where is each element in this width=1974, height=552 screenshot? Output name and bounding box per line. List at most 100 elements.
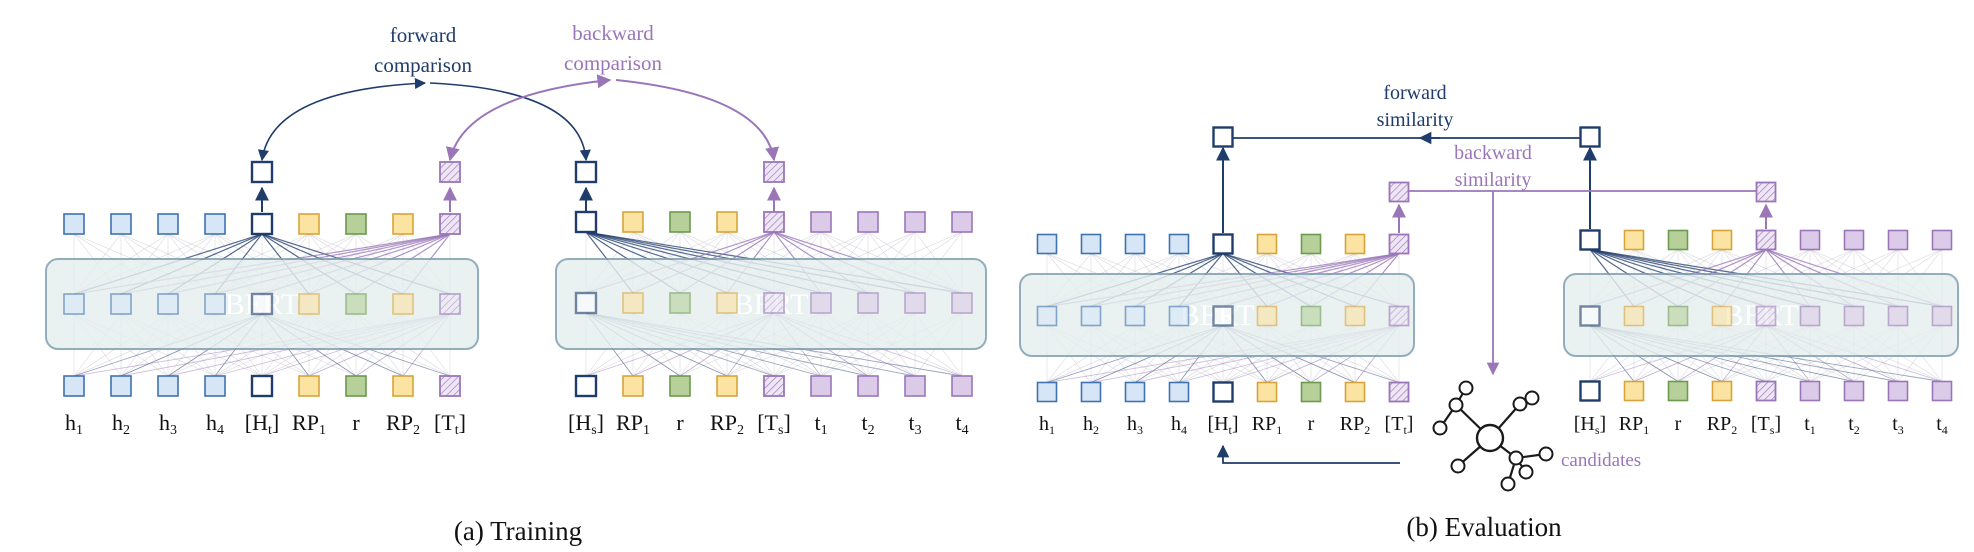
training-right-token-label: t4 bbox=[955, 410, 968, 438]
evaluation-pooled-vector bbox=[1755, 181, 1777, 203]
graph-node bbox=[1518, 464, 1534, 480]
evaluation-right-output-token-box bbox=[1755, 229, 1777, 251]
evaluation-left-output-token-box bbox=[1036, 233, 1058, 255]
training-left-output-token-box bbox=[392, 213, 414, 235]
training-right-input-token-box bbox=[574, 374, 598, 398]
evaluation-left-output-token-box bbox=[1124, 233, 1146, 255]
evaluation-left-token-label: RP2 bbox=[1340, 413, 1370, 437]
evaluation-left-hidden-token-box bbox=[1124, 305, 1146, 327]
evaluation-left-hidden-token-box bbox=[1388, 305, 1410, 327]
evaluation-right-output-token-box bbox=[1887, 229, 1909, 251]
evaluation-left-token-label: [Tt] bbox=[1385, 413, 1414, 437]
evaluation-left-token-label: RP1 bbox=[1252, 413, 1282, 437]
training-left-hidden-token-box bbox=[345, 293, 367, 315]
evaluation-pooled-vector bbox=[1579, 126, 1601, 148]
evaluation-right-output-token-box bbox=[1799, 229, 1821, 251]
evaluation-left-hidden-token-box bbox=[1212, 305, 1234, 327]
training-left-token-label: h3 bbox=[159, 410, 177, 438]
training-left-output-token-box bbox=[250, 212, 274, 236]
candidates-feedback-arrow bbox=[1216, 444, 1400, 464]
training-right-input-token-box bbox=[669, 375, 691, 397]
evaluation-right-hidden-token-box bbox=[1623, 305, 1645, 327]
training-left-output-token-box bbox=[345, 213, 367, 235]
evaluation-right-output-token-box bbox=[1711, 229, 1733, 251]
graph-node bbox=[1448, 397, 1464, 413]
evaluation-right-output-token-box bbox=[1931, 229, 1953, 251]
evaluation-right-hidden-token-box bbox=[1579, 305, 1601, 327]
training-left-hidden-token-box bbox=[157, 293, 179, 315]
evaluation-left-hidden-token-box bbox=[1168, 305, 1190, 327]
training-forward-label-2: comparison bbox=[374, 53, 472, 77]
training-right-input-token-box bbox=[763, 375, 785, 397]
evaluation-left-output-token-box bbox=[1080, 233, 1102, 255]
training-right-output-token-box bbox=[810, 211, 832, 233]
training-left-hidden-token-box bbox=[204, 293, 226, 315]
training-left-output-token-box bbox=[63, 213, 85, 235]
training-caption: (a) Training bbox=[454, 516, 582, 546]
training-right-token-label: [Hs] bbox=[568, 410, 604, 438]
training-right-output-token-box bbox=[716, 211, 738, 233]
training-forward-label-1: forward bbox=[390, 23, 457, 47]
evaluation-left-token-label: h4 bbox=[1171, 413, 1187, 437]
evaluation-left-hidden-token-box bbox=[1300, 305, 1322, 327]
training-right-token-label: RP2 bbox=[710, 410, 744, 438]
evaluation-right-output-token-box bbox=[1667, 229, 1689, 251]
evaluation-right-token-label: RP2 bbox=[1707, 413, 1737, 437]
training-left-hidden-token-box bbox=[110, 293, 132, 315]
evaluation-right-token-label: r bbox=[1675, 413, 1682, 435]
graph-node bbox=[1500, 476, 1516, 492]
evaluation-right-input-token-box bbox=[1711, 380, 1733, 402]
training-left-input-token-box bbox=[250, 374, 274, 398]
training-right-input-token-box bbox=[857, 375, 879, 397]
evaluation-left-output-token-box bbox=[1344, 233, 1366, 255]
evaluation-right-hidden-token-box bbox=[1843, 305, 1865, 327]
training-left-token-label: r bbox=[352, 410, 360, 435]
training-right-output-token-box bbox=[574, 210, 598, 234]
evaluation-left-hidden-token-box bbox=[1036, 305, 1058, 327]
training-left-input-token-box bbox=[439, 375, 461, 397]
labels: forward comparison backward comparison f… bbox=[374, 21, 1641, 546]
training-right-hidden-token-box bbox=[951, 292, 973, 314]
evaluation-right-output-token-box bbox=[1843, 229, 1865, 251]
training-left-input-token-box bbox=[345, 375, 367, 397]
training-left-output-token-box bbox=[298, 213, 320, 235]
evaluation-left-output-token-box bbox=[1212, 233, 1234, 255]
training-pooled-vector bbox=[574, 160, 598, 184]
token-labels: h1 h2 h3 h4 [Ht] RP1 r RP2 [Tt] [Hs] RP1 r RP2 [Ts] t1… bbox=[65, 410, 1948, 438]
evaluation-left-hidden-token-box bbox=[1080, 305, 1102, 327]
training-left-hidden-token-box bbox=[298, 293, 320, 315]
evaluation-right-input-token-box bbox=[1843, 380, 1865, 402]
evaluation-right-token-label: RP1 bbox=[1619, 413, 1649, 437]
comparison-arrows bbox=[250, 74, 1777, 464]
training-backward-label-1: backward bbox=[572, 21, 654, 45]
training-right-output-token-box bbox=[951, 211, 973, 233]
evaluation-left-token-label: [Ht] bbox=[1207, 413, 1238, 437]
training-right-token-label: t1 bbox=[814, 410, 827, 438]
evaluation-right-hidden-token-box bbox=[1799, 305, 1821, 327]
candidates-graph-icon bbox=[1432, 380, 1554, 492]
training-pooled-vector bbox=[250, 160, 274, 184]
training-left-token-label: RP1 bbox=[292, 410, 326, 438]
training-right-hidden-token-box bbox=[763, 292, 785, 314]
evaluation-right-input-token-box bbox=[1755, 380, 1777, 402]
evaluation-right-token-label: [Ts] bbox=[1751, 413, 1781, 437]
evaluation-left-hidden-token-box bbox=[1344, 305, 1366, 327]
evaluation-left-token-label: h3 bbox=[1127, 413, 1143, 437]
training-left-token-label: h1 bbox=[65, 410, 83, 438]
training-forward-comparison-arrow bbox=[257, 77, 427, 162]
training-right-output-token-box bbox=[669, 211, 691, 233]
training-right-hidden-token-box bbox=[810, 292, 832, 314]
evaluation-right-input-token-box bbox=[1887, 380, 1909, 402]
candidates-label: candidates bbox=[1561, 450, 1641, 471]
evaluation-left-token-label: h1 bbox=[1039, 413, 1055, 437]
evaluation-right-output-token-box bbox=[1579, 229, 1601, 251]
training-right-token-label: r bbox=[676, 410, 684, 435]
evaluation-left-input-token-box bbox=[1080, 381, 1102, 403]
training-right-input-token-box bbox=[716, 375, 738, 397]
training-right-token-label: t2 bbox=[861, 410, 874, 438]
token-boxes bbox=[63, 210, 1953, 403]
training-left-hidden-token-box bbox=[439, 293, 461, 315]
evaluation-right-input-token-box bbox=[1667, 380, 1689, 402]
evaluation-right-hidden-token-box bbox=[1887, 305, 1909, 327]
evaluation-caption: (b) Evaluation bbox=[1406, 512, 1562, 542]
